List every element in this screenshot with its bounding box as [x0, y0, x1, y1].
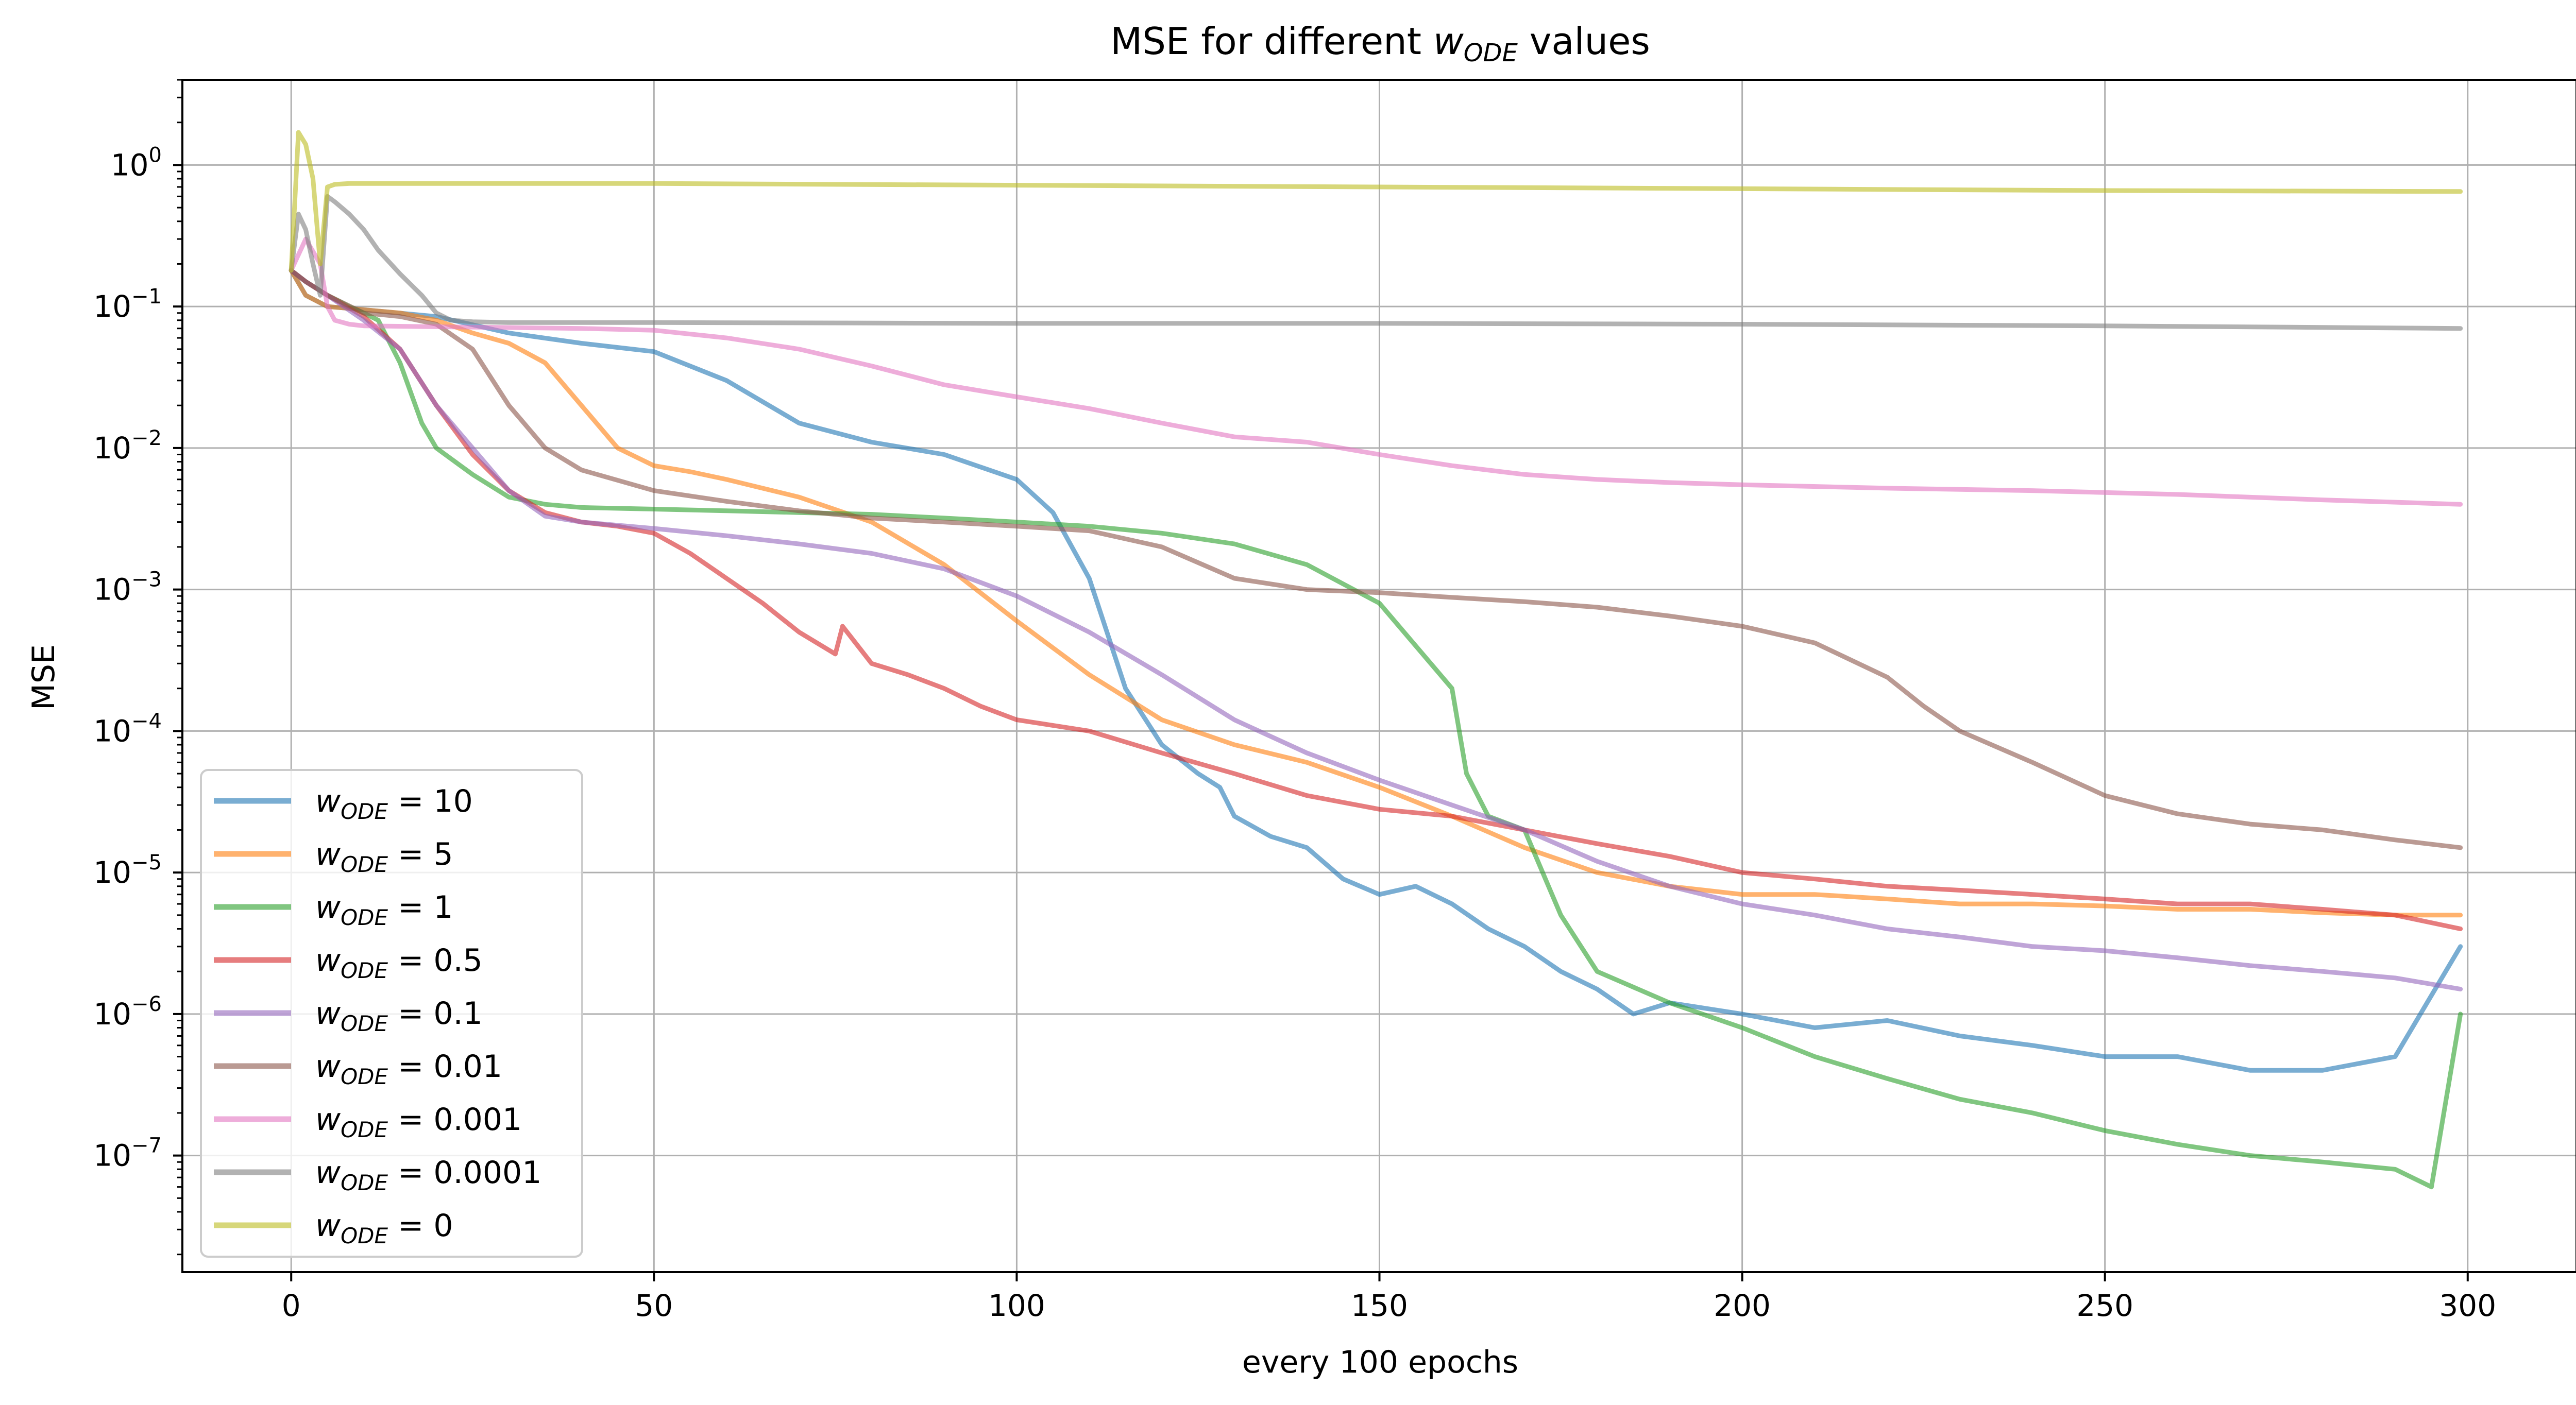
y-tick-label: 10−3	[93, 568, 162, 607]
series-layer	[289, 130, 2463, 1190]
x-tick-label: 300	[2439, 1288, 2496, 1323]
legend-label-3: wODE = 0.5	[315, 943, 483, 983]
x-tick-label: 250	[2076, 1288, 2133, 1323]
series-line-2	[289, 268, 2463, 1190]
chart-title-subscript: ODE	[1464, 39, 1518, 67]
x-axis-label: every 100 epochs	[1242, 1344, 1518, 1380]
x-tick-label: 200	[1714, 1288, 1771, 1323]
series-line-4	[289, 268, 2463, 991]
series-line-7	[289, 194, 2463, 331]
series-line-5	[289, 268, 2463, 850]
y-axis-label: MSE	[26, 644, 62, 710]
series-line-6	[289, 236, 2463, 507]
legend-label-2: wODE = 1	[315, 889, 453, 930]
legend-label-6: wODE = 0.001	[315, 1102, 522, 1142]
chart-title-suffix: values	[1518, 20, 1650, 63]
x-tick-label: 0	[282, 1288, 301, 1323]
legend-label-5: wODE = 0.01	[315, 1049, 502, 1089]
y-tick-label: 10−7	[93, 1134, 162, 1173]
x-tick-label: 150	[1351, 1288, 1408, 1323]
legend-label-8: wODE = 0	[315, 1208, 453, 1248]
grid-layer	[182, 80, 2576, 1272]
legend-box	[200, 769, 583, 1258]
y-tick-label: 10−1	[93, 285, 162, 324]
y-tick-label: 10−5	[93, 851, 162, 890]
legend-label-4: wODE = 0.1	[315, 996, 483, 1036]
x-axis: 0 50 100 150 200 250 300	[282, 1272, 2496, 1323]
y-tick-label: 10−6	[93, 992, 162, 1032]
x-tick-label: 100	[988, 1288, 1045, 1323]
x-tick-label: 50	[635, 1288, 673, 1323]
legend-label-1: wODE = 5	[315, 836, 453, 877]
legend-label-0: wODE = 10	[315, 783, 473, 824]
y-tick-label: 10−2	[93, 426, 162, 466]
series-line-1	[289, 268, 2463, 918]
series-line-0	[289, 268, 2463, 1073]
y-tick-label: 100	[111, 143, 162, 182]
chart-title-variable: w	[1433, 20, 1464, 63]
legend-label-7: wODE = 0.0001	[315, 1155, 541, 1195]
series-line-8	[289, 130, 2463, 273]
y-axis: 100 10−1 10−2 10−3 10−4 10−5 10−6 10−7	[93, 79, 182, 1256]
chart-title: MSE for different wODE values	[1110, 20, 1650, 67]
legend: wODE = 10 wODE = 5 wODE = 1 wODE = 0.5 wODE …	[200, 769, 583, 1258]
y-tick-label: 10−4	[93, 709, 162, 748]
chart-title-prefix: MSE for different	[1110, 20, 1433, 63]
